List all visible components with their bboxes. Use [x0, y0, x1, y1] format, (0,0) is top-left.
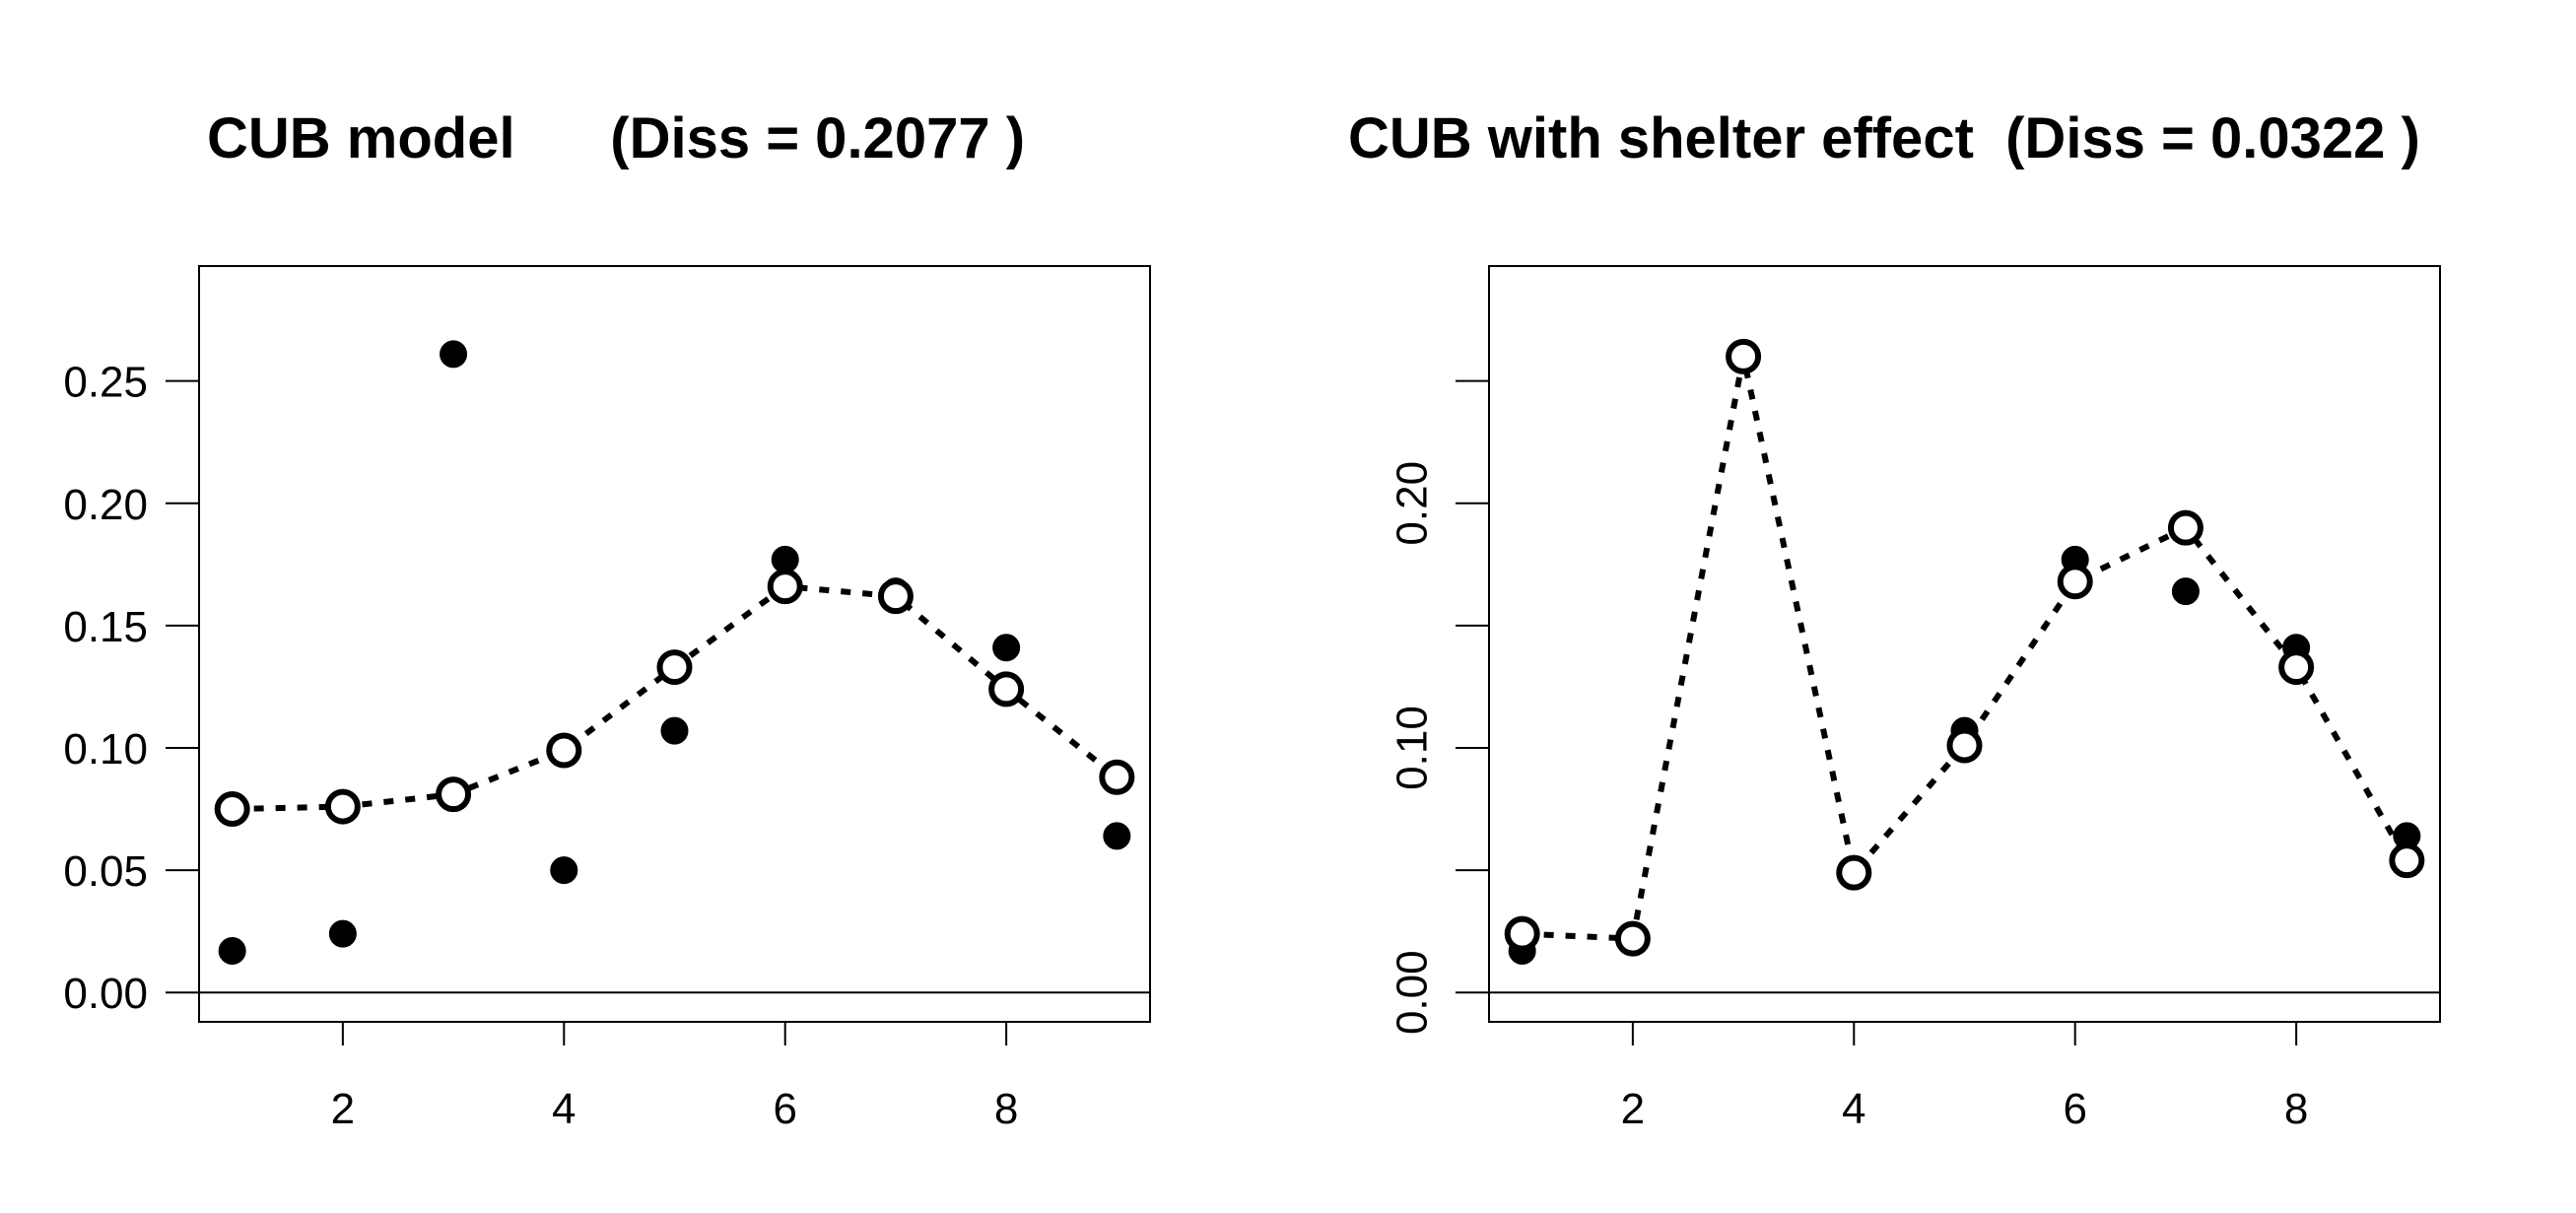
observed-point-4 — [550, 856, 578, 885]
observed-point-3 — [440, 340, 468, 369]
fitted-point-7 — [877, 578, 914, 615]
y-tick-label: 0.05 — [63, 847, 148, 896]
plot-frame — [1488, 265, 2441, 1023]
y-tick-label: 0.10 — [63, 725, 148, 774]
fitted-point-2 — [1614, 920, 1651, 957]
x-tick-label: 8 — [994, 1085, 1018, 1133]
fitted-point-4 — [546, 732, 582, 769]
observed-point-7 — [2171, 577, 2200, 606]
observed-point-6 — [771, 545, 799, 573]
fitted-point-3 — [436, 776, 472, 813]
fitted-point-9 — [2389, 842, 2425, 879]
fitted-point-5 — [1946, 727, 1983, 764]
observed-point-9 — [1103, 822, 1131, 850]
chart-title: CUB model (Diss = 0.2077 ) — [207, 106, 1025, 170]
fitted-point-6 — [2057, 564, 2093, 600]
fitted-point-7 — [2167, 509, 2203, 546]
fitted-point-8 — [2278, 649, 2315, 686]
x-tick-label: 6 — [2063, 1085, 2086, 1133]
panel-cub-shelter-effect: CUB with shelter effect (Diss = 0.0322 )… — [1348, 106, 2441, 1133]
x-tick-label: 4 — [1842, 1085, 1865, 1133]
observed-point-1 — [218, 937, 246, 966]
x-tick-label: 2 — [331, 1085, 355, 1133]
fitted-point-5 — [656, 649, 693, 686]
panel-cub-model: CUB model (Diss = 0.2077 ) 2 4 6 8 0.00 0.05 0.… — [63, 106, 1151, 1133]
y-tick-label: 0.25 — [63, 359, 148, 407]
fitted-point-1 — [1504, 915, 1540, 952]
x-tick-label: 6 — [773, 1085, 796, 1133]
x-tick-label: 8 — [2284, 1085, 2308, 1133]
fitted-point-4 — [1836, 854, 1872, 891]
chart-title: CUB with shelter effect (Diss = 0.0322 ) — [1348, 106, 2420, 170]
y-tick-label: 0.00 — [63, 970, 148, 1018]
y-tick-label: 0.15 — [63, 603, 148, 651]
x-tick-label: 2 — [1621, 1085, 1645, 1133]
fitted-point-9 — [1099, 759, 1135, 795]
plot-frame — [198, 265, 1151, 1023]
fitted-point-6 — [767, 569, 803, 605]
observed-point-8 — [992, 634, 1021, 662]
y-tick-label: 0.00 — [1389, 950, 1437, 1035]
x-tick-label: 4 — [552, 1085, 576, 1133]
fitted-line — [1522, 356, 2409, 942]
y-tick-label: 0.20 — [63, 481, 148, 529]
observed-point-5 — [660, 716, 689, 745]
y-tick-label: 0.20 — [1389, 461, 1437, 546]
fitted-point-8 — [988, 671, 1025, 708]
fitted-point-2 — [324, 788, 361, 825]
fitted-point-3 — [1726, 338, 1762, 374]
observed-point-2 — [328, 919, 357, 948]
y-tick-label: 0.10 — [1389, 706, 1437, 790]
fitted-point-1 — [214, 791, 250, 828]
